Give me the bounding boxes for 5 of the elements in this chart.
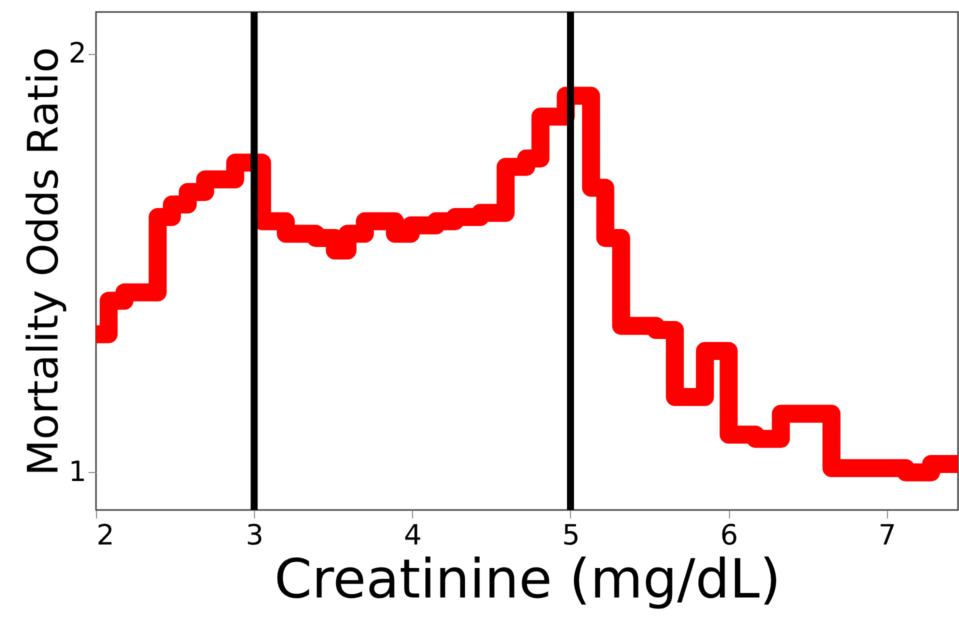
y-tick-label: 1 <box>68 454 86 488</box>
x-tick-label: 3 <box>246 518 264 552</box>
y-axis-title: Mortality Odds Ratio <box>18 47 68 476</box>
x-tick-label: 7 <box>878 518 896 552</box>
x-tick-label: 2 <box>96 518 114 552</box>
